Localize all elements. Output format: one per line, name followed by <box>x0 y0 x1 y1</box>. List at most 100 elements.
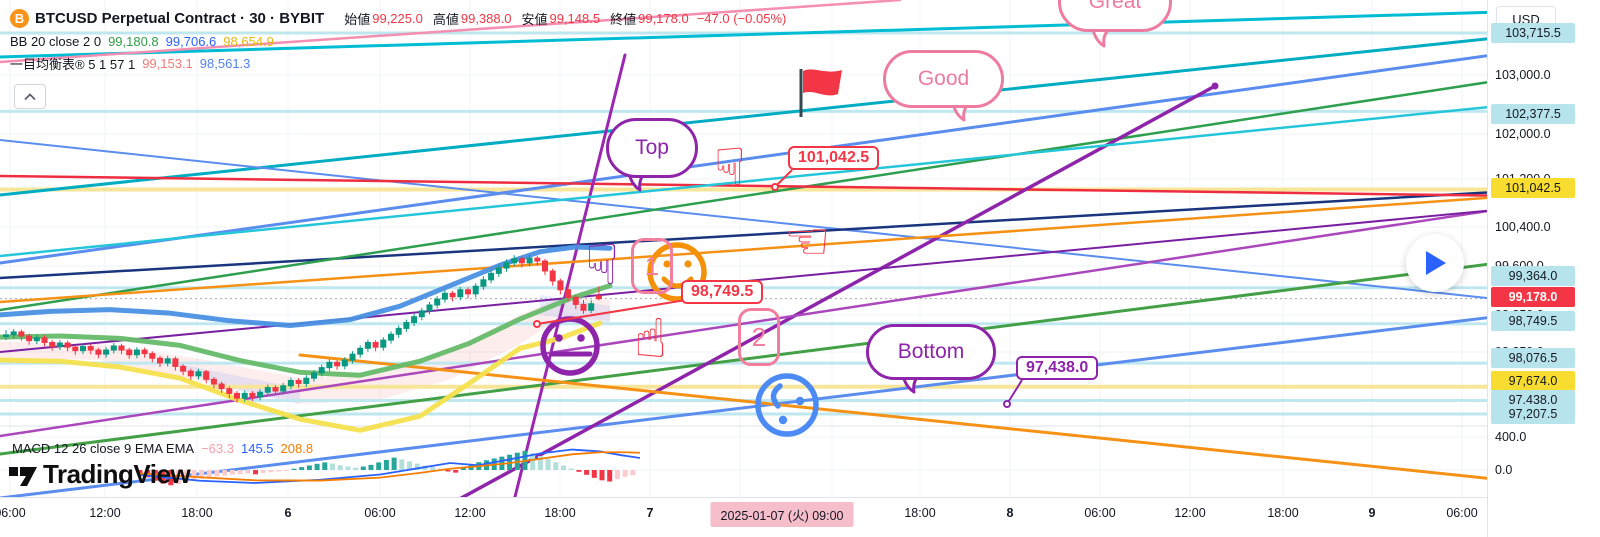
low-value: 99,148.5 <box>549 10 601 26</box>
price-level-label: 98,076.5 <box>1491 348 1575 368</box>
open-label: 始値 <box>344 11 371 27</box>
bb-basis-value: 99,180.8 <box>108 33 159 49</box>
price-level-label: 99,364.0 <box>1491 266 1575 286</box>
bitcoin-icon: B <box>10 8 29 28</box>
red-hand-up-icon[interactable]: ☝ <box>634 307 667 370</box>
time-axis-tick: 6 <box>284 506 292 520</box>
macd-label: MACD 12 26 close 9 EMA EMA <box>12 441 195 456</box>
ohlc-values: 始値 99,225.0 高値 99,388.0 安値 99,148.5 終値 99,17… <box>336 9 786 28</box>
close-label: 終値 <box>610 11 637 27</box>
price-level-label: 102,377.5 <box>1491 104 1575 124</box>
time-axis-tick: 12:00 <box>1174 506 1206 520</box>
number-box-1[interactable]: 1 <box>631 238 673 294</box>
macd-line <box>139 448 641 484</box>
bollinger-bands <box>0 244 613 433</box>
last-price-label: 99,178.0 <box>1491 287 1575 307</box>
bb-label: BB 20 close 2 0 <box>10 33 102 49</box>
speech-bubble-top[interactable]: Top <box>606 118 698 178</box>
callout-98749-text: 98,749.5 <box>691 283 754 300</box>
candlesticks <box>3 254 602 403</box>
symbol-title[interactable]: BTCUSD Perpetual Contract · 30 · BYBIT <box>35 9 325 27</box>
number-box-2[interactable]: 2 <box>738 308 780 366</box>
callout-97438-text: 97,438.0 <box>1026 359 1089 376</box>
time-axis-tick: 12:00 <box>454 506 486 520</box>
price-axis-tick: 0.0 <box>1495 463 1513 477</box>
bb-lower-value: 98,654.9 <box>223 33 274 49</box>
macd-pane <box>137 448 641 486</box>
macd-signal-line <box>139 451 641 482</box>
purple-hand-down-icon[interactable]: ☟ <box>585 233 620 298</box>
time-axis-tick: 9 <box>1368 506 1376 520</box>
time-axis[interactable]: 2025-01-07 (火) 09:00 06:00 12:00 18:00 6 06:… <box>0 497 1600 537</box>
macd-line-value: 145.5 <box>240 441 274 456</box>
blue-quirky-face-icon[interactable] <box>755 373 819 437</box>
time-axis-tick: 06:00 <box>1084 506 1116 520</box>
time-axis-tick: 18:00 <box>904 506 936 520</box>
price-level-label: 98,749.5 <box>1491 311 1575 331</box>
macd-hist-value: −63.3 <box>201 441 234 456</box>
trend-lines[interactable] <box>0 0 1487 537</box>
tradingview-logo[interactable]: TradingView <box>8 459 191 490</box>
play-button[interactable] <box>1406 234 1464 292</box>
red-flag-icon[interactable] <box>799 69 842 117</box>
bb_upper <box>0 244 613 328</box>
bubble-bottom-text: Bottom <box>897 340 965 363</box>
speech-bubble-great[interactable]: Great <box>1058 0 1172 32</box>
high-label: 高値 <box>432 11 459 27</box>
red-hand-left-icon[interactable]: ☜ <box>784 212 831 272</box>
bb_lower <box>0 320 603 433</box>
close-value: 99,178.0 <box>638 10 689 26</box>
price-axis-tick: 100,400.0 <box>1495 220 1551 234</box>
number-1-text: 1 <box>644 250 660 281</box>
red-hand-down-icon[interactable]: ☟ <box>714 138 746 198</box>
ichimoku-label: 一目均衡表® 5 1 57 1 <box>10 56 136 72</box>
open-value: 99,225.0 <box>372 10 423 26</box>
time-axis-tick: 18:00 <box>181 506 213 520</box>
price-callout-97438[interactable]: 97,438.0 <box>1016 356 1099 380</box>
callout-101042-text: 101,042.5 <box>798 149 870 166</box>
bubble-good-text: Good <box>917 67 970 90</box>
price-level-label: 97,674.0 <box>1491 371 1575 391</box>
bubble-great-text: Great <box>1088 0 1142 13</box>
time-axis-tick: 18:00 <box>1267 506 1299 520</box>
speech-bubble-good[interactable]: Good <box>883 50 1004 108</box>
price-axis-tick: 103,000.0 <box>1495 68 1551 82</box>
play-icon <box>1426 251 1446 275</box>
grid-lines <box>0 0 1487 497</box>
low-label: 安値 <box>521 11 548 27</box>
ichimoku-indicator-row[interactable]: 一目均衡表® 5 1 57 1 99,153.1 98,561.3 <box>10 52 786 74</box>
time-axis-tick: 06:00 <box>364 506 396 520</box>
time-axis-tick: 06:00 <box>1446 506 1478 520</box>
collapse-indicators-button[interactable] <box>14 84 46 109</box>
price-axis[interactable]: USD 103,000.0102,000.0101,200.0100,400.0… <box>1487 0 1600 537</box>
time-axis-tick: 7 <box>646 506 654 520</box>
price-callout-101042[interactable]: 101,042.5 <box>788 146 880 170</box>
change-value: −47.0 (−0.05%) <box>696 10 787 26</box>
tradingview-logo-text: TradingView <box>43 459 191 489</box>
time-axis-tick: 8 <box>1006 506 1014 520</box>
crosshair-date-label: 2025-01-07 (火) 09:00 <box>710 502 854 527</box>
macd-indicator-row[interactable]: MACD 12 26 close 9 EMA EMA −63.3 145.5 2… <box>12 441 313 456</box>
macd-signal-value: 208.8 <box>280 441 314 456</box>
time-axis-tick: 06:00 <box>0 506 26 520</box>
ichimoku-conversion-value: 99,153.1 <box>142 55 193 71</box>
price-axis-tick: 400.0 <box>1495 430 1527 444</box>
chart-header: B BTCUSD Perpetual Contract · 30 · BYBIT… <box>10 6 786 74</box>
time-axis-tick: 12:00 <box>89 506 121 520</box>
bb-indicator-row[interactable]: BB 20 close 2 0 99,180.8 99,706.6 98,654… <box>10 30 786 52</box>
speech-bubble-bottom[interactable]: Bottom <box>866 324 996 380</box>
price-level-label: 97,207.5 <box>1491 404 1575 424</box>
chart-canvas[interactable] <box>0 0 1487 537</box>
price-callout-98749[interactable]: 98,749.5 <box>681 280 764 304</box>
bubble-top-text: Top <box>635 136 669 159</box>
price-axis-tick: 102,000.0 <box>1495 127 1551 141</box>
number-2-text: 2 <box>751 321 767 352</box>
bb-upper-value: 99,706.6 <box>165 33 217 49</box>
ichimoku-base-value: 98,561.3 <box>199 55 251 71</box>
tradingview-logo-icon <box>9 466 37 486</box>
time-axis-tick: 18:00 <box>544 506 576 520</box>
bb_basis <box>0 283 613 378</box>
price-level-label: 101,042.5 <box>1491 178 1575 198</box>
price-level-label: 103,715.5 <box>1491 23 1575 43</box>
